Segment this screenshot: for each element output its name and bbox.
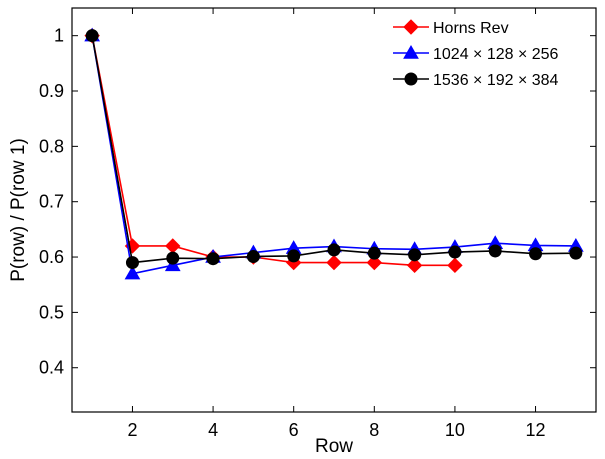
x-axis-label: Row [315,436,353,457]
legend-item: 1536 × 192 × 384 [393,72,559,89]
data-point [367,246,381,260]
legend-item: Horns Rev [393,19,509,37]
series-2 [84,27,584,280]
x-tick-label: 12 [526,420,546,440]
legend-label: 1024 × 128 × 256 [433,46,559,63]
x-tick-label: 2 [127,420,137,440]
data-point [124,265,141,280]
data-point [166,251,180,265]
data-point [488,244,502,258]
data-point [366,254,383,271]
plot-border [71,7,597,413]
data-point [327,243,341,257]
data-point [447,257,463,274]
legend-marker [403,44,419,59]
legend-marker [403,19,419,35]
x-tick-label: 10 [445,420,465,440]
legend-label: 1536 × 192 × 384 [433,72,559,89]
data-point [287,249,301,263]
data-point [569,246,583,260]
series-layer [84,27,584,280]
data-point [206,252,220,266]
legend-label: Horns Rev [433,20,509,37]
y-tick-label: 0.4 [39,358,64,378]
legend: Horns Rev 1024 × 128 × 256 1536 × 192 × 38… [393,19,559,89]
x-axis-ticks: 2 4 6 8 10 12 [127,8,546,440]
data-point [326,254,342,271]
plot-frame [71,7,597,413]
data-point [246,249,260,263]
data-point [408,248,422,262]
y-tick-label: 0.9 [39,81,64,101]
data-point [448,245,462,259]
x-tick-label: 4 [208,420,218,440]
series-1 [84,27,463,274]
y-tick-label: 0.8 [39,136,64,156]
y-tick-label: 1 [54,26,64,46]
data-point [165,238,181,254]
series-line [91,35,576,264]
y-tick-label: 0.6 [39,247,64,267]
data-point [125,256,139,270]
series-line [91,35,455,267]
series-3 [85,29,583,270]
x-tick-label: 8 [369,420,379,440]
y-axis-label: P(row) / P(row 1) [8,138,29,282]
x-tick-label: 6 [289,420,299,440]
data-point [85,29,99,43]
data-point [529,247,543,261]
legend-item: 1024 × 128 × 256 [393,44,559,63]
legend-marker [404,72,418,86]
y-tick-label: 0.7 [39,192,64,212]
y-tick-label: 0.5 [39,302,64,322]
y-axis-ticks: 0.4 0.5 0.6 0.7 0.8 0.9 1 [39,26,596,378]
data-point [406,257,423,274]
